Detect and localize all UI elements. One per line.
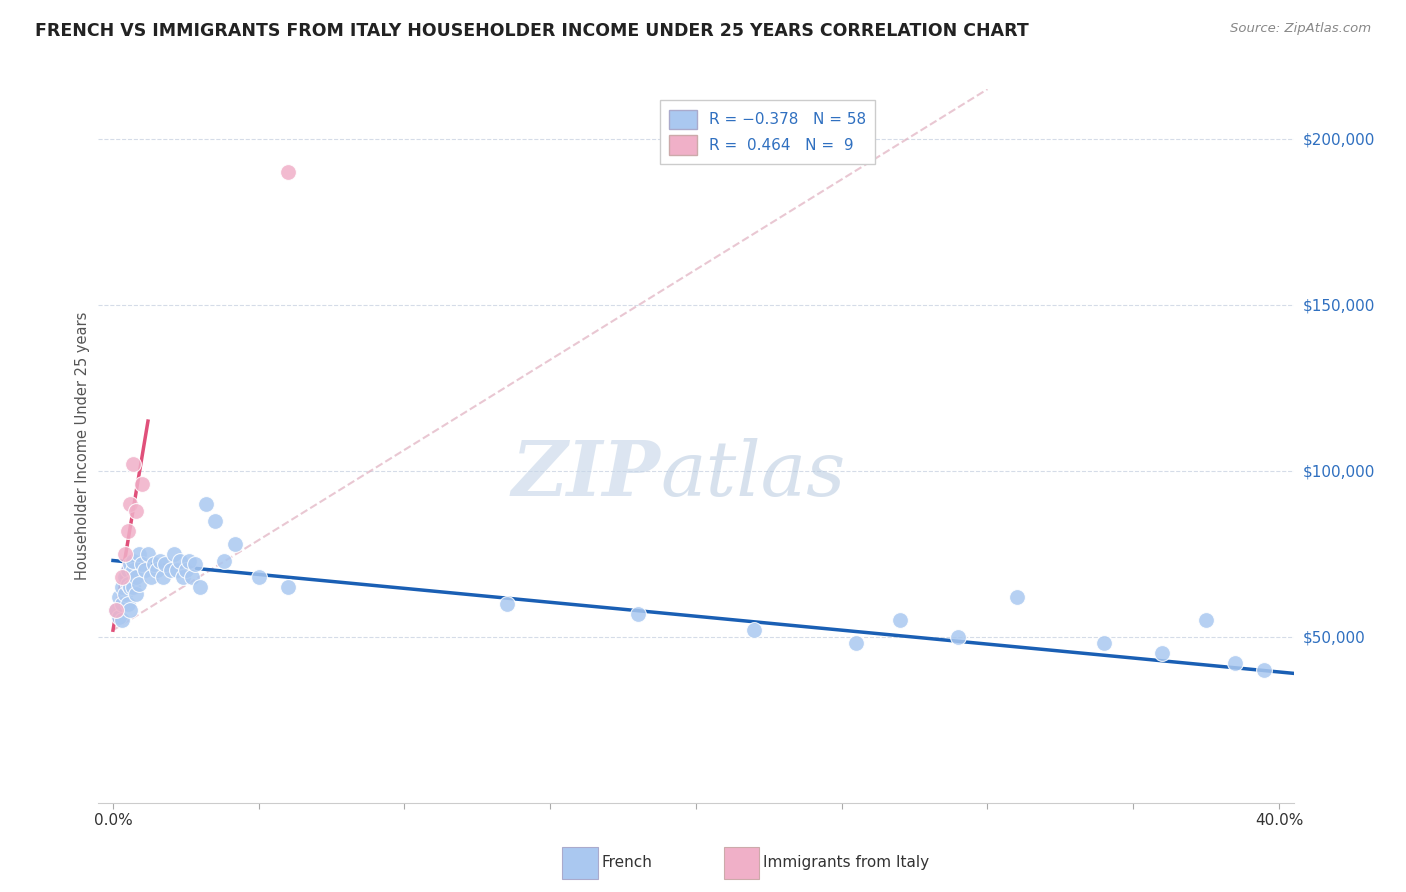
Point xyxy=(111,613,134,627)
Point xyxy=(495,597,517,611)
Point xyxy=(125,504,148,518)
Point xyxy=(108,610,131,624)
Point xyxy=(172,570,194,584)
Point xyxy=(139,570,162,584)
Point xyxy=(1092,636,1115,650)
Point xyxy=(627,607,650,621)
Legend: R = −0.378   N = 58, R =  0.464   N =  9: R = −0.378 N = 58, R = 0.464 N = 9 xyxy=(659,101,876,164)
Point xyxy=(134,564,156,578)
Point xyxy=(889,613,911,627)
Y-axis label: Householder Income Under 25 years: Householder Income Under 25 years xyxy=(75,312,90,580)
Point xyxy=(149,553,172,567)
Point xyxy=(163,547,186,561)
Point xyxy=(212,553,235,567)
Point xyxy=(117,564,139,578)
Point xyxy=(131,557,153,571)
Point xyxy=(120,557,142,571)
Point xyxy=(122,457,145,471)
Point xyxy=(152,570,174,584)
Point xyxy=(166,564,188,578)
Point xyxy=(120,603,142,617)
Text: French: French xyxy=(602,855,652,870)
Text: ZIP: ZIP xyxy=(512,438,661,511)
Point xyxy=(108,590,131,604)
Point xyxy=(183,557,205,571)
Point xyxy=(174,564,197,578)
Point xyxy=(1195,613,1218,627)
Point xyxy=(104,603,127,617)
Point xyxy=(120,580,142,594)
Point xyxy=(195,497,218,511)
Point xyxy=(128,547,150,561)
Point xyxy=(224,537,246,551)
Point xyxy=(111,570,134,584)
Point xyxy=(204,514,226,528)
Point xyxy=(122,564,145,578)
Point xyxy=(1005,590,1028,604)
Point xyxy=(190,580,212,594)
Point xyxy=(128,576,150,591)
Text: atlas: atlas xyxy=(661,438,845,511)
Point xyxy=(177,553,200,567)
Point xyxy=(125,587,148,601)
Point xyxy=(160,564,183,578)
Point xyxy=(111,580,134,594)
Point xyxy=(1152,647,1174,661)
Point xyxy=(114,570,136,584)
Point xyxy=(117,576,139,591)
Point xyxy=(845,636,868,650)
Point xyxy=(145,564,167,578)
Point xyxy=(120,497,142,511)
Point xyxy=(122,580,145,594)
Point xyxy=(117,597,139,611)
Point xyxy=(1253,663,1275,677)
Text: Immigrants from Italy: Immigrants from Italy xyxy=(763,855,929,870)
Point xyxy=(142,557,165,571)
Point xyxy=(247,570,270,584)
Point xyxy=(136,547,159,561)
Point xyxy=(948,630,970,644)
Point xyxy=(277,165,299,179)
Point xyxy=(114,587,136,601)
Point xyxy=(117,524,139,538)
Point xyxy=(155,557,177,571)
Text: Source: ZipAtlas.com: Source: ZipAtlas.com xyxy=(1230,22,1371,36)
Point xyxy=(1225,657,1247,671)
Point xyxy=(131,477,153,491)
Point xyxy=(104,603,127,617)
Point xyxy=(122,553,145,567)
Point xyxy=(125,570,148,584)
Text: FRENCH VS IMMIGRANTS FROM ITALY HOUSEHOLDER INCOME UNDER 25 YEARS CORRELATION CH: FRENCH VS IMMIGRANTS FROM ITALY HOUSEHOL… xyxy=(35,22,1029,40)
Point xyxy=(277,580,299,594)
Point xyxy=(169,553,191,567)
Point xyxy=(180,570,202,584)
Point xyxy=(742,624,765,638)
Point xyxy=(114,547,136,561)
Point xyxy=(111,597,134,611)
